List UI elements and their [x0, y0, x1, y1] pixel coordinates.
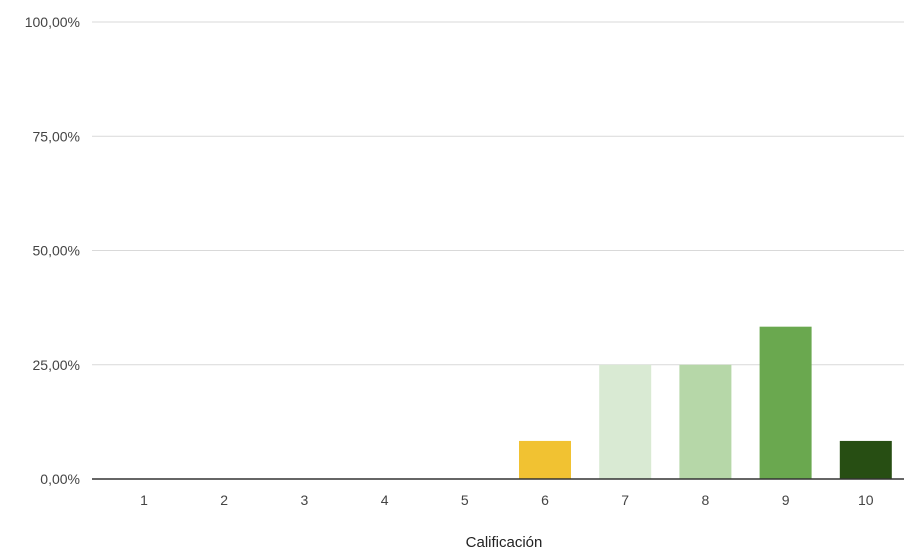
x-tick-label: 4 [381, 492, 389, 508]
x-tick-label: 3 [301, 492, 309, 508]
bar-7 [599, 364, 652, 479]
y-tick-label: 50,00% [33, 243, 80, 259]
x-tick-label: 2 [220, 492, 228, 508]
bar-8 [679, 364, 732, 479]
x-tick-label: 1 [140, 492, 148, 508]
gridlines [92, 21, 904, 366]
x-tick-label: 8 [702, 492, 710, 508]
y-axis-ticks: 0,00% 25,00% 50,00% 75,00% 100,00% [25, 14, 80, 487]
y-tick-label: 0,00% [40, 471, 80, 487]
bar-10 [839, 440, 892, 479]
bar-9 [759, 326, 812, 479]
x-tick-label: 9 [782, 492, 790, 508]
x-tick-label: 5 [461, 492, 469, 508]
x-tick-label: 7 [621, 492, 629, 508]
x-axis-title: Calificación [466, 534, 543, 551]
x-tick-label: 6 [541, 492, 549, 508]
y-tick-label: 25,00% [33, 357, 80, 373]
y-tick-label: 100,00% [25, 14, 80, 30]
bar-6 [519, 440, 571, 479]
bars [519, 326, 892, 479]
x-tick-label: 10 [858, 492, 874, 508]
x-axis-ticks: 1 2 3 4 5 6 7 8 9 10 [140, 492, 874, 508]
y-tick-label: 75,00% [33, 128, 80, 144]
